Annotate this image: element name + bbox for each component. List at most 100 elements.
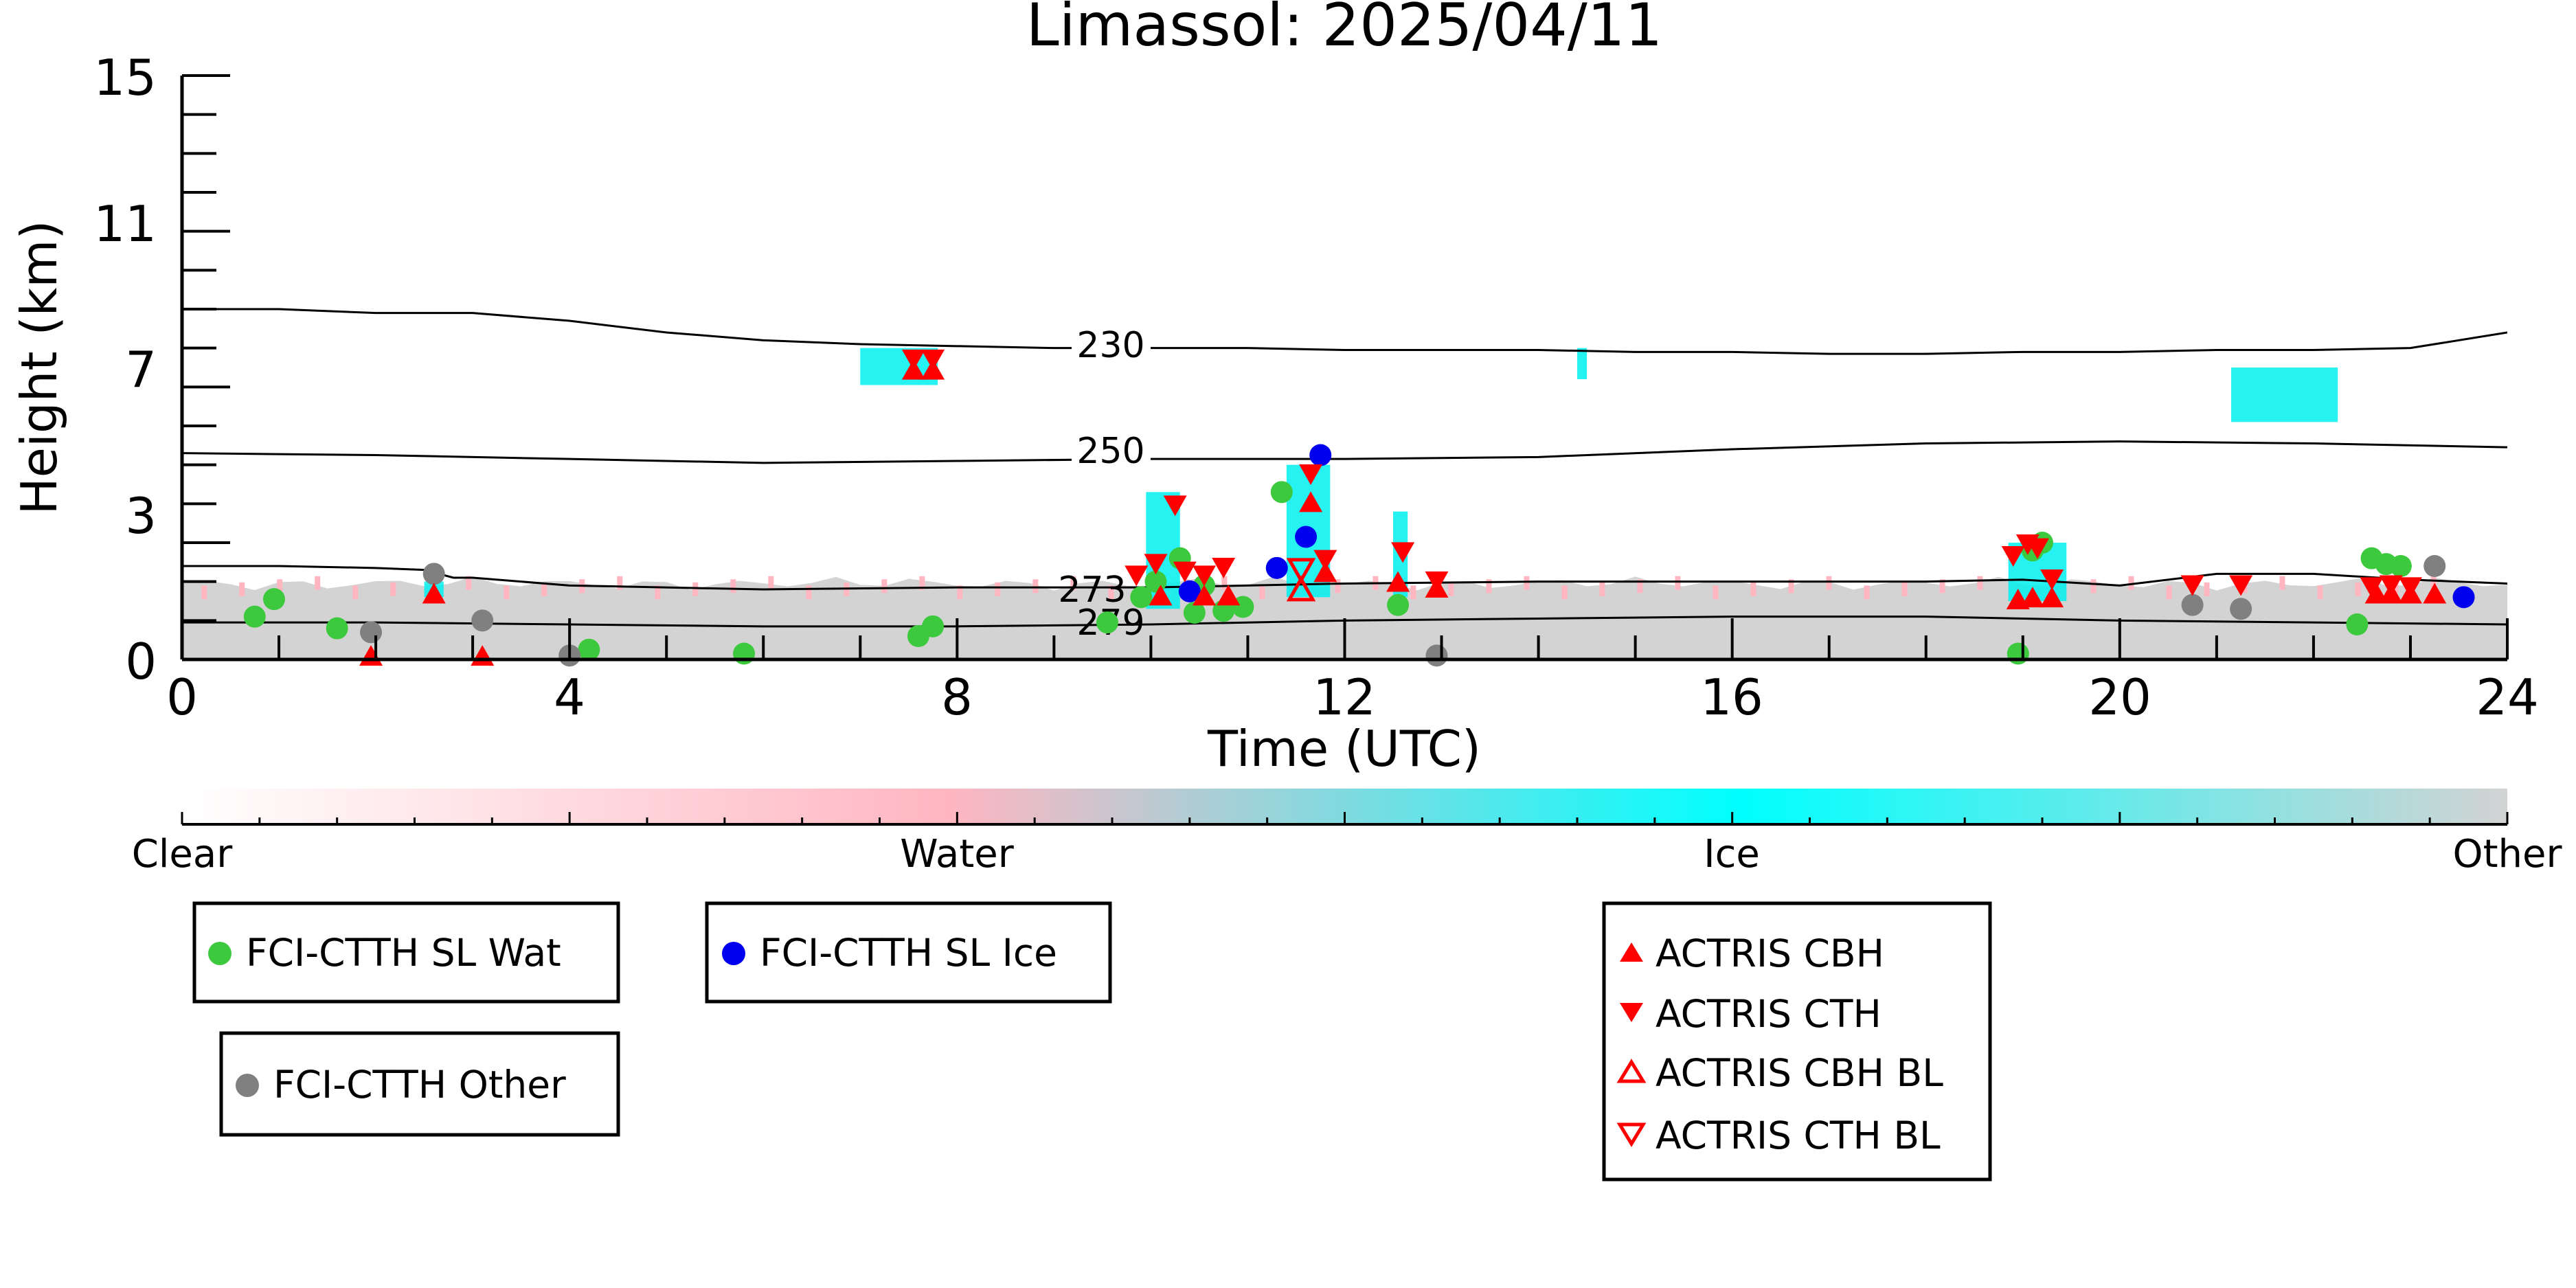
water-speckle (2090, 579, 2097, 594)
water-speckle (466, 576, 472, 590)
marker-actris-cth (1299, 464, 1323, 485)
water-speckle (2166, 585, 2172, 600)
y-tick-labels: 0 3 7 11 15 (93, 49, 157, 690)
marker-fci-ctth-other (422, 563, 445, 585)
marker-actris-cth (1144, 554, 1168, 575)
marker-fci-ctth-sl-wat (1096, 611, 1118, 634)
contour-250 (182, 440, 2507, 464)
water-speckle (1788, 579, 1794, 594)
y-axis-label: Height (km) (10, 221, 68, 515)
y-ticks (182, 74, 230, 661)
water-speckle (352, 585, 359, 600)
legend-marker-ice (722, 942, 745, 965)
water-speckle (806, 585, 812, 600)
marker-fci-ctth-other (1425, 644, 1448, 667)
water-speckle (1410, 585, 1416, 600)
temperature-contours (182, 308, 2507, 628)
marker-actris-cth (2398, 577, 2422, 598)
water-speckle (1901, 582, 1908, 596)
legend-label-wat: FCI-CTTH SL Wat (246, 931, 561, 975)
water-speckle (1675, 576, 1681, 590)
marker-fci-ctth-sl-wat (578, 638, 600, 661)
water-speckle (1826, 576, 1832, 590)
water-speckle (1259, 585, 1265, 600)
marker-actris-cth (2379, 575, 2403, 596)
legend-label-cbh: ACTRIS CBH (1656, 931, 1884, 975)
marker-fci-ctth-sl-wat (326, 617, 348, 640)
water-speckle (504, 585, 510, 600)
marker-fci-ctth-sl-ice (1265, 556, 1288, 579)
x-tick-label: 24 (2476, 668, 2539, 726)
water-speckle (1524, 576, 1530, 590)
colorbar-label-ice: Ice (1704, 832, 1760, 877)
legend-marker-other (236, 1074, 259, 1097)
water-speckle (1221, 576, 1228, 590)
x-axis-label: Time (UTC) (1207, 720, 1481, 778)
marker-fci-ctth-sl-wat (243, 605, 266, 628)
marker-actris-cbh (1192, 585, 1216, 606)
marker-actris-cth (921, 349, 945, 370)
water-speckle (2128, 576, 2134, 590)
water-speckle (2204, 582, 2210, 596)
water-speckle (1108, 585, 1114, 600)
water-speckle (2430, 576, 2437, 590)
colorbar-label-other: Other (2452, 832, 2562, 877)
marker-fci-ctth-sl-ice (1309, 444, 1332, 466)
water-speckle (1977, 576, 1983, 590)
marker-actris-cth (901, 349, 925, 370)
marker-actris-cth (2360, 577, 2384, 598)
ice-cloud-patch (1577, 348, 1588, 379)
marker-fci-ctth-sl-wat (2007, 642, 2029, 665)
colorbar-label-clear: Clear (132, 832, 233, 877)
water-speckle (881, 579, 888, 594)
marker-actris-cth (1391, 542, 1415, 563)
marker-actris-cbh (1313, 561, 1337, 583)
marker-fci-ctth-other (2181, 594, 2204, 616)
marker-fci-ctth-sl-ice (1295, 526, 1318, 548)
legend-label-cth-bl: ACTRIS CTH BL (1656, 1114, 1941, 1157)
marker-actris-cth (2040, 569, 2064, 590)
contour-label-273: 273 (1058, 569, 1126, 611)
marker-fci-ctth-sl-ice (2452, 586, 2475, 609)
marker-fci-ctth-sl-ice (1178, 580, 1201, 602)
water-speckle (1335, 579, 1341, 594)
marker-actris-cbh-bl (1286, 575, 1316, 602)
water-speckle (390, 582, 396, 596)
legend-label-ice: FCI-CTTH SL Ice (760, 931, 1057, 975)
x-tick-label: 8 (941, 668, 973, 726)
water-speckle (1032, 579, 1039, 594)
legend-label-cbh-bl: ACTRIS CBH BL (1656, 1051, 1943, 1095)
marker-actris-cth (1173, 561, 1197, 583)
marker-fci-ctth-sl-wat (1270, 481, 1293, 504)
colorbar-ticks (181, 812, 2509, 824)
x-tick-label: 20 (2088, 668, 2151, 726)
marker-fci-ctth-other (471, 609, 494, 632)
marker-actris-cbh (1299, 491, 1323, 512)
legend-other: FCI-CTTH Other (219, 1031, 620, 1137)
water-speckle (541, 582, 547, 596)
x-tick-label: 12 (1313, 668, 1376, 726)
contour-label-230: 230 (1076, 325, 1144, 366)
marker-actris-cbh (422, 583, 446, 604)
contour-label-250-bg (1072, 431, 1151, 473)
marker-actris-cth (2025, 538, 2049, 559)
legend-marker-cbh (1620, 942, 1643, 962)
water-speckle (730, 579, 736, 594)
water-speckle (201, 585, 207, 600)
contour-label-230-bg (1072, 326, 1151, 367)
water-speckle (1637, 579, 1643, 594)
water-speckle (995, 582, 1001, 596)
water-speckle (1713, 585, 1719, 600)
marker-actris-cth (1212, 558, 1236, 578)
water-speckle (2279, 576, 2285, 590)
legend-actris: ACTRIS CBH ACTRIS CTH ACTRIS CBH BL ACTR… (1602, 901, 1992, 1182)
marker-actris-cbh (1217, 585, 1241, 606)
y-tick-label: 15 (93, 49, 157, 106)
marker-actris-cth (1192, 565, 1216, 587)
water-speckle (277, 579, 283, 594)
contour-label-250: 250 (1076, 431, 1144, 472)
marker-fci-ctth-sl-wat (922, 615, 945, 637)
y-tick-label: 3 (125, 487, 157, 545)
legend-label-cth: ACTRIS CTH (1656, 992, 1882, 1036)
